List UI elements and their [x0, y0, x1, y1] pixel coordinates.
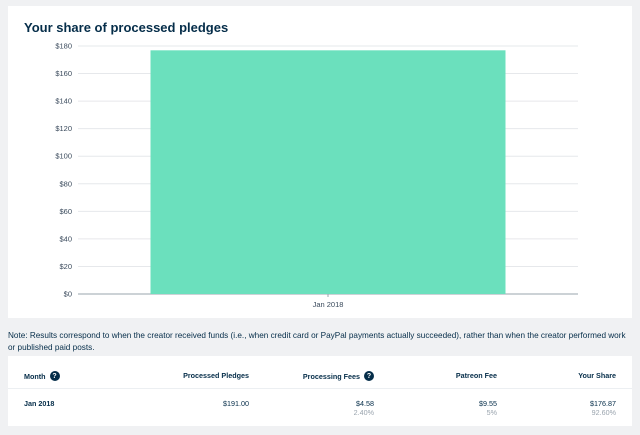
y-tick-label: $100: [55, 152, 72, 161]
y-tick-label: $120: [55, 124, 72, 133]
pledges-table: Month ? Processed Pledges Processing Fee…: [8, 356, 632, 426]
header-processing-fees: Processing Fees ?: [303, 371, 374, 381]
question-circle-icon[interactable]: ?: [49, 371, 60, 381]
question-circle-icon[interactable]: ?: [364, 371, 374, 381]
y-tick-label: $140: [55, 97, 72, 106]
cell-processing-fees-pct: 2.40%: [353, 408, 374, 417]
y-tick-label: $60: [59, 207, 72, 216]
cell-month: Jan 2018: [24, 399, 55, 408]
chart-title: Your share of processed pledges: [24, 20, 229, 35]
header-patreon-fee: Patreon Fee: [456, 371, 497, 380]
chart-card: Your share of processed pledges $0 $20 $40…: [8, 6, 632, 318]
header-month: Month ?: [24, 371, 60, 381]
row-divider: [8, 388, 632, 389]
y-tick-label: $40: [59, 234, 72, 243]
cell-patreon-fee-pct: 5%: [486, 408, 497, 417]
cell-your-share-pct: 92.60%: [591, 408, 616, 417]
y-tick-label: $160: [55, 69, 72, 78]
cell-processing-fees: $4.58: [356, 399, 374, 408]
cell-your-share: $176.87: [590, 399, 616, 408]
header-your-share: Your Share: [578, 371, 616, 380]
header-processed-pledges: Processed Pledges: [183, 371, 249, 380]
header-your-share-label: Your Share: [578, 371, 616, 380]
y-tick-label: $80: [59, 179, 72, 188]
header-month-label: Month: [24, 371, 46, 381]
bar: [150, 50, 506, 295]
header-processing-fees-label: Processing Fees: [302, 371, 360, 381]
cell-processed-pledges: $191.00: [223, 399, 249, 408]
cell-patreon-fee: $9.55: [479, 399, 497, 408]
y-tick-label: $180: [55, 42, 72, 51]
header-processed-pledges-label: Processed Pledges: [183, 371, 249, 380]
header-patreon-fee-label: Patreon Fee: [455, 371, 497, 380]
results-note: Note: Results correspond to when the cre…: [8, 331, 626, 352]
y-tick-label: $0: [64, 290, 72, 299]
bar-chart: $0 $20 $40 $60 $80 $100 $120 $140 $160 $180 Jan 20…: [55, 42, 578, 309]
x-tick-label: Jan 2018: [313, 300, 344, 309]
y-tick-label: $20: [59, 262, 72, 271]
